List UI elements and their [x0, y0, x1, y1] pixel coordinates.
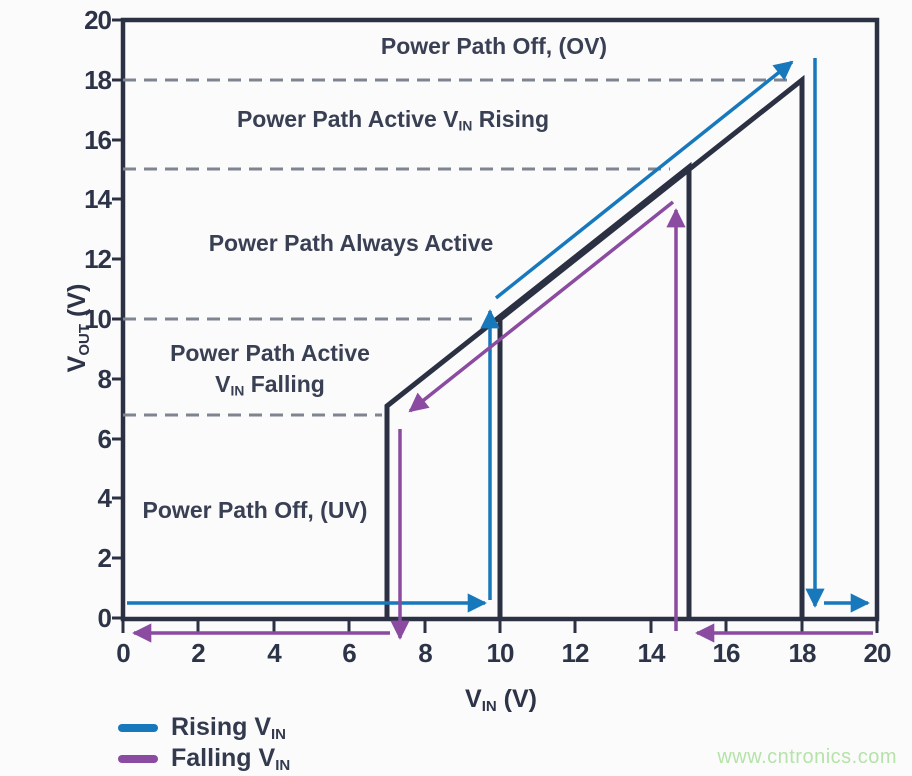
x-tick-label: 8	[418, 638, 432, 668]
y-tick-label: 2	[97, 543, 112, 573]
annotation-power-path-active-vin-rising: Power Path Active VIN Rising	[193, 106, 593, 133]
axis-title-subscript: IN	[481, 697, 497, 715]
x-tick-label: 12	[561, 638, 590, 668]
transfer-curves	[384, 74, 805, 619]
legend-label-falling: Falling VIN	[171, 744, 290, 774]
x-tick-label: 6	[342, 638, 356, 668]
axis-title-text: (V)	[63, 283, 91, 324]
x-tick-label: 20	[863, 638, 892, 668]
x-tick-label: 18	[788, 638, 817, 668]
legend-subscript: IN	[271, 725, 287, 743]
annotation-power-path-active-vin-falling: Power Path Active VIN Falling	[120, 338, 420, 406]
x-axis-ticks	[121, 621, 879, 633]
axis-tick-marks	[112, 18, 879, 633]
x-tick-label: 14	[637, 638, 666, 668]
axis-title-text: V	[63, 355, 91, 373]
annotation-subscript: IN	[230, 383, 245, 399]
y-tick-label: 0	[97, 603, 112, 633]
watermark: www.cntronics.com	[717, 746, 897, 768]
annotation-power-path-off-uv: Power Path Off, (UV)	[142, 497, 368, 523]
y-tick-label: 20	[84, 5, 112, 35]
legend: Rising VIN Falling VIN	[118, 712, 290, 774]
y-tick-label: 18	[84, 65, 112, 95]
legend-text: Falling V	[171, 743, 276, 772]
rising-arrow-diagonal	[494, 60, 794, 300]
falling-line-swatch	[118, 754, 158, 763]
rising-vin-trajectory	[127, 58, 870, 613]
threshold-guide-lines	[123, 78, 788, 417]
y-tick-label: 8	[97, 364, 112, 394]
legend-subscript: IN	[275, 756, 291, 774]
annotation-text: Power Path Active	[170, 340, 370, 366]
x-tick-label: 16	[712, 638, 741, 668]
legend-item-falling: Falling VIN	[118, 743, 290, 774]
transfer-curve-rising-thresholds	[497, 74, 805, 619]
x-tick-label: 0	[116, 638, 130, 668]
annotation-text: Falling	[244, 371, 325, 397]
x-tick-label: 2	[191, 638, 205, 668]
falling-vin-trajectory	[132, 200, 873, 643]
x-axis-title: VIN (V)	[401, 685, 601, 715]
axis-title-subscript: OUT	[75, 323, 93, 356]
y-tick-label: 4	[97, 483, 112, 513]
annotation-text: V	[215, 371, 231, 397]
x-tick-label: 4	[267, 638, 281, 668]
annotation-text: Power Path Active V	[236, 106, 459, 132]
falling-arrow-diagonal	[408, 200, 675, 413]
legend-label-rising: Rising VIN	[171, 713, 286, 743]
legend-text: Rising V	[171, 712, 272, 741]
rising-line-swatch	[118, 723, 158, 732]
annotation-power-path-always-active: Power Path Always Active	[208, 230, 494, 256]
y-tick-label: 6	[97, 424, 112, 454]
y-axis-ticks	[112, 18, 123, 620]
x-tick-label: 10	[486, 638, 515, 668]
annotation-text: Rising	[472, 106, 550, 132]
y-tick-label: 12	[84, 244, 112, 274]
y-tick-label: 14	[84, 184, 112, 214]
y-axis-title: VOUT (V)	[63, 225, 93, 431]
annotation-power-path-off-ov: Power Path Off, (OV)	[380, 33, 608, 59]
legend-item-rising: Rising VIN	[118, 712, 290, 743]
y-tick-label: 16	[84, 125, 112, 155]
axis-title-text: V	[465, 685, 482, 713]
y-tick-label: 10	[84, 304, 112, 334]
annotation-subscript: IN	[458, 118, 473, 134]
axis-title-text: (V)	[496, 685, 537, 713]
